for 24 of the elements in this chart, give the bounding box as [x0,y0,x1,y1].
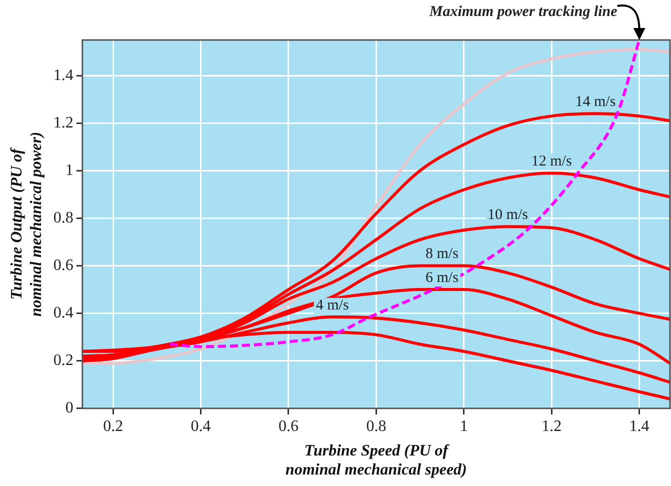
y-tick-label: 0.2 [53,352,74,370]
x-tick-label: 1.4 [629,418,650,436]
series-label: 8 m/s [426,246,459,262]
y-tick-label: 0.4 [53,304,74,322]
y-tick-label: 1.2 [53,114,74,132]
series-label: 10 m/s [488,207,528,224]
series-label: Maximum power tracking line [428,4,618,20]
y-tick-label: 0.8 [53,209,74,226]
y-axis-title: Turbine Output (PU of nominal mechanical power) [8,132,45,317]
x-tick-label: 0.4 [190,418,211,436]
x-axis-title: Turbine Speed (PU of nominal mechanical speed) [286,442,467,479]
series-label: 6 m/s [426,270,459,286]
y-tick-label: 0.6 [53,256,74,274]
x-tick-label: 1.2 [542,418,562,436]
x-tick-label: 0.8 [366,418,386,436]
series-label: 14 m/s [575,94,616,110]
y-tick-label: 1 [65,162,74,179]
series-label: 12 m/s [531,154,572,170]
x-tick-label: 0.2 [103,418,124,436]
x-tick-label: 1 [460,418,468,436]
series-label: 4 m/s [316,297,349,314]
y-tick-label: 0 [65,400,74,417]
y-tick-label: 1.4 [53,66,74,84]
x-tick-label: 0.6 [278,418,298,436]
